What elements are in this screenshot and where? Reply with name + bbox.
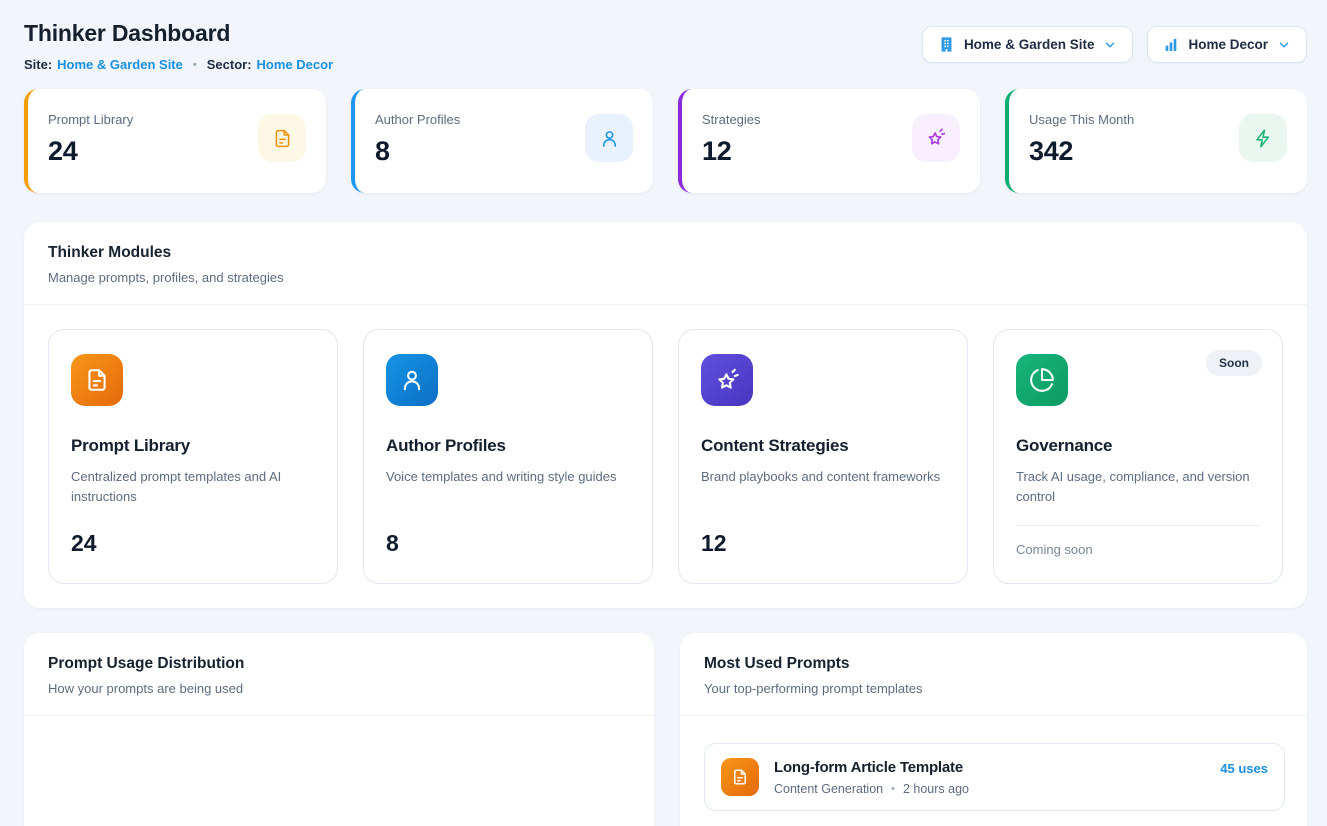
bottom-row: Prompt Usage Distribution How your promp… [24, 633, 1307, 826]
bar-chart-icon [1163, 37, 1179, 53]
page-title: Thinker Dashboard [24, 20, 333, 47]
module-card-governance[interactable]: Soon Governance Track AI usage, complian… [993, 329, 1283, 584]
prompt-item-text: Long-form Article Template Content Gener… [774, 759, 1205, 796]
modules-header: Thinker Modules Manage prompts, profiles… [24, 222, 1307, 305]
stat-card-author-profiles: Author Profiles 8 [351, 89, 653, 193]
stat-label: Strategies [702, 112, 761, 127]
document-icon [258, 114, 306, 162]
sector-link[interactable]: Home Decor [257, 57, 334, 72]
module-description: Voice templates and writing style guides [386, 467, 630, 487]
sparkle-star-icon [912, 114, 960, 162]
stat-text: Prompt Library 24 [48, 106, 133, 167]
stat-card-usage: Usage This Month 342 [1005, 89, 1307, 193]
module-title: Governance [1016, 436, 1260, 456]
meta-separator: • [193, 59, 197, 71]
module-title: Author Profiles [386, 436, 630, 456]
module-title: Prompt Library [71, 436, 315, 456]
stat-label: Usage This Month [1029, 112, 1134, 127]
building-icon [938, 36, 955, 53]
stats-row: Prompt Library 24 Author Profiles 8 [24, 89, 1307, 193]
site-selector-dropdown[interactable]: Home & Garden Site [922, 26, 1134, 63]
prompt-list: Long-form Article Template Content Gener… [680, 716, 1307, 826]
sparkle-star-icon [701, 354, 753, 406]
usage-chart-area: 45%25%15%15% [24, 716, 654, 826]
meta-separator: • [891, 783, 895, 795]
user-icon [386, 354, 438, 406]
sector-selector-dropdown[interactable]: Home Decor [1147, 26, 1307, 63]
document-icon [721, 758, 759, 796]
dashboard-page: Thinker Dashboard Site: Home & Garden Si… [0, 0, 1327, 826]
thinker-modules-section: Thinker Modules Manage prompts, profiles… [24, 222, 1307, 608]
site-label: Site: [24, 57, 52, 72]
prompt-item-meta: Content Generation • 2 hours ago [774, 782, 1205, 796]
prompt-item-category: Content Generation [774, 782, 883, 796]
modules-subtitle: Manage prompts, profiles, and strategies [48, 270, 1283, 285]
stat-value: 342 [1029, 136, 1134, 167]
stat-card-prompt-library: Prompt Library 24 [24, 89, 326, 193]
module-count: 8 [386, 530, 630, 557]
usage-panel-title: Prompt Usage Distribution [48, 655, 630, 673]
soon-badge: Soon [1206, 350, 1262, 376]
prompts-panel-subtitle: Your top-performing prompt templates [704, 681, 1283, 696]
module-count: 24 [71, 530, 315, 557]
sector-label: Sector: [207, 57, 252, 72]
header-selectors: Home & Garden Site Home Decor [922, 26, 1307, 63]
module-card-prompt-library[interactable]: Prompt Library Centralized prompt templa… [48, 329, 338, 584]
module-description: Centralized prompt templates and AI inst… [71, 467, 315, 507]
module-card-content-strategies[interactable]: Content Strategies Brand playbooks and c… [678, 329, 968, 584]
module-count: 12 [701, 530, 945, 557]
usage-distribution-panel: Prompt Usage Distribution How your promp… [24, 633, 654, 826]
breadcrumb: Site: Home & Garden Site • Sector: Home … [24, 57, 333, 72]
site-selector-label: Home & Garden Site [964, 37, 1095, 52]
stat-card-strategies: Strategies 12 [678, 89, 980, 193]
module-description: Track AI usage, compliance, and version … [1016, 467, 1260, 507]
usage-donut-chart: 45%25%15%15% [170, 776, 510, 826]
prompts-panel-header: Most Used Prompts Your top-performing pr… [680, 633, 1307, 716]
prompt-item-uses: 45 uses [1220, 761, 1268, 776]
modules-grid: Prompt Library Centralized prompt templa… [24, 305, 1307, 608]
module-description: Brand playbooks and content frameworks [701, 467, 945, 487]
pie-chart-icon [1016, 354, 1068, 406]
module-footer: Coming soon [1016, 525, 1260, 557]
usage-panel-header: Prompt Usage Distribution How your promp… [24, 633, 654, 716]
stat-value: 8 [375, 136, 460, 167]
chevron-down-icon [1103, 38, 1117, 52]
most-used-prompts-panel: Most Used Prompts Your top-performing pr… [680, 633, 1307, 826]
chevron-down-icon [1277, 38, 1291, 52]
prompt-item-title: Long-form Article Template [774, 759, 1205, 776]
stat-text: Usage This Month 342 [1029, 106, 1134, 167]
top-bar: Thinker Dashboard Site: Home & Garden Si… [24, 20, 1307, 72]
stat-text: Author Profiles 8 [375, 106, 460, 167]
usage-panel-subtitle: How your prompts are being used [48, 681, 630, 696]
module-card-author-profiles[interactable]: Author Profiles Voice templates and writ… [363, 329, 653, 584]
zap-icon [1239, 114, 1287, 162]
stat-text: Strategies 12 [702, 106, 761, 167]
header-left: Thinker Dashboard Site: Home & Garden Si… [24, 20, 333, 72]
prompt-list-item[interactable]: Long-form Article Template Content Gener… [704, 743, 1285, 811]
sector-selector-label: Home Decor [1188, 37, 1268, 52]
stat-label: Author Profiles [375, 112, 460, 127]
modules-title: Thinker Modules [48, 244, 1283, 262]
stat-value: 24 [48, 136, 133, 167]
prompts-panel-title: Most Used Prompts [704, 655, 1283, 673]
module-title: Content Strategies [701, 436, 945, 456]
document-icon [71, 354, 123, 406]
prompt-item-time: 2 hours ago [903, 782, 969, 796]
user-icon [585, 114, 633, 162]
stat-value: 12 [702, 136, 761, 167]
site-link[interactable]: Home & Garden Site [57, 57, 183, 72]
stat-label: Prompt Library [48, 112, 133, 127]
